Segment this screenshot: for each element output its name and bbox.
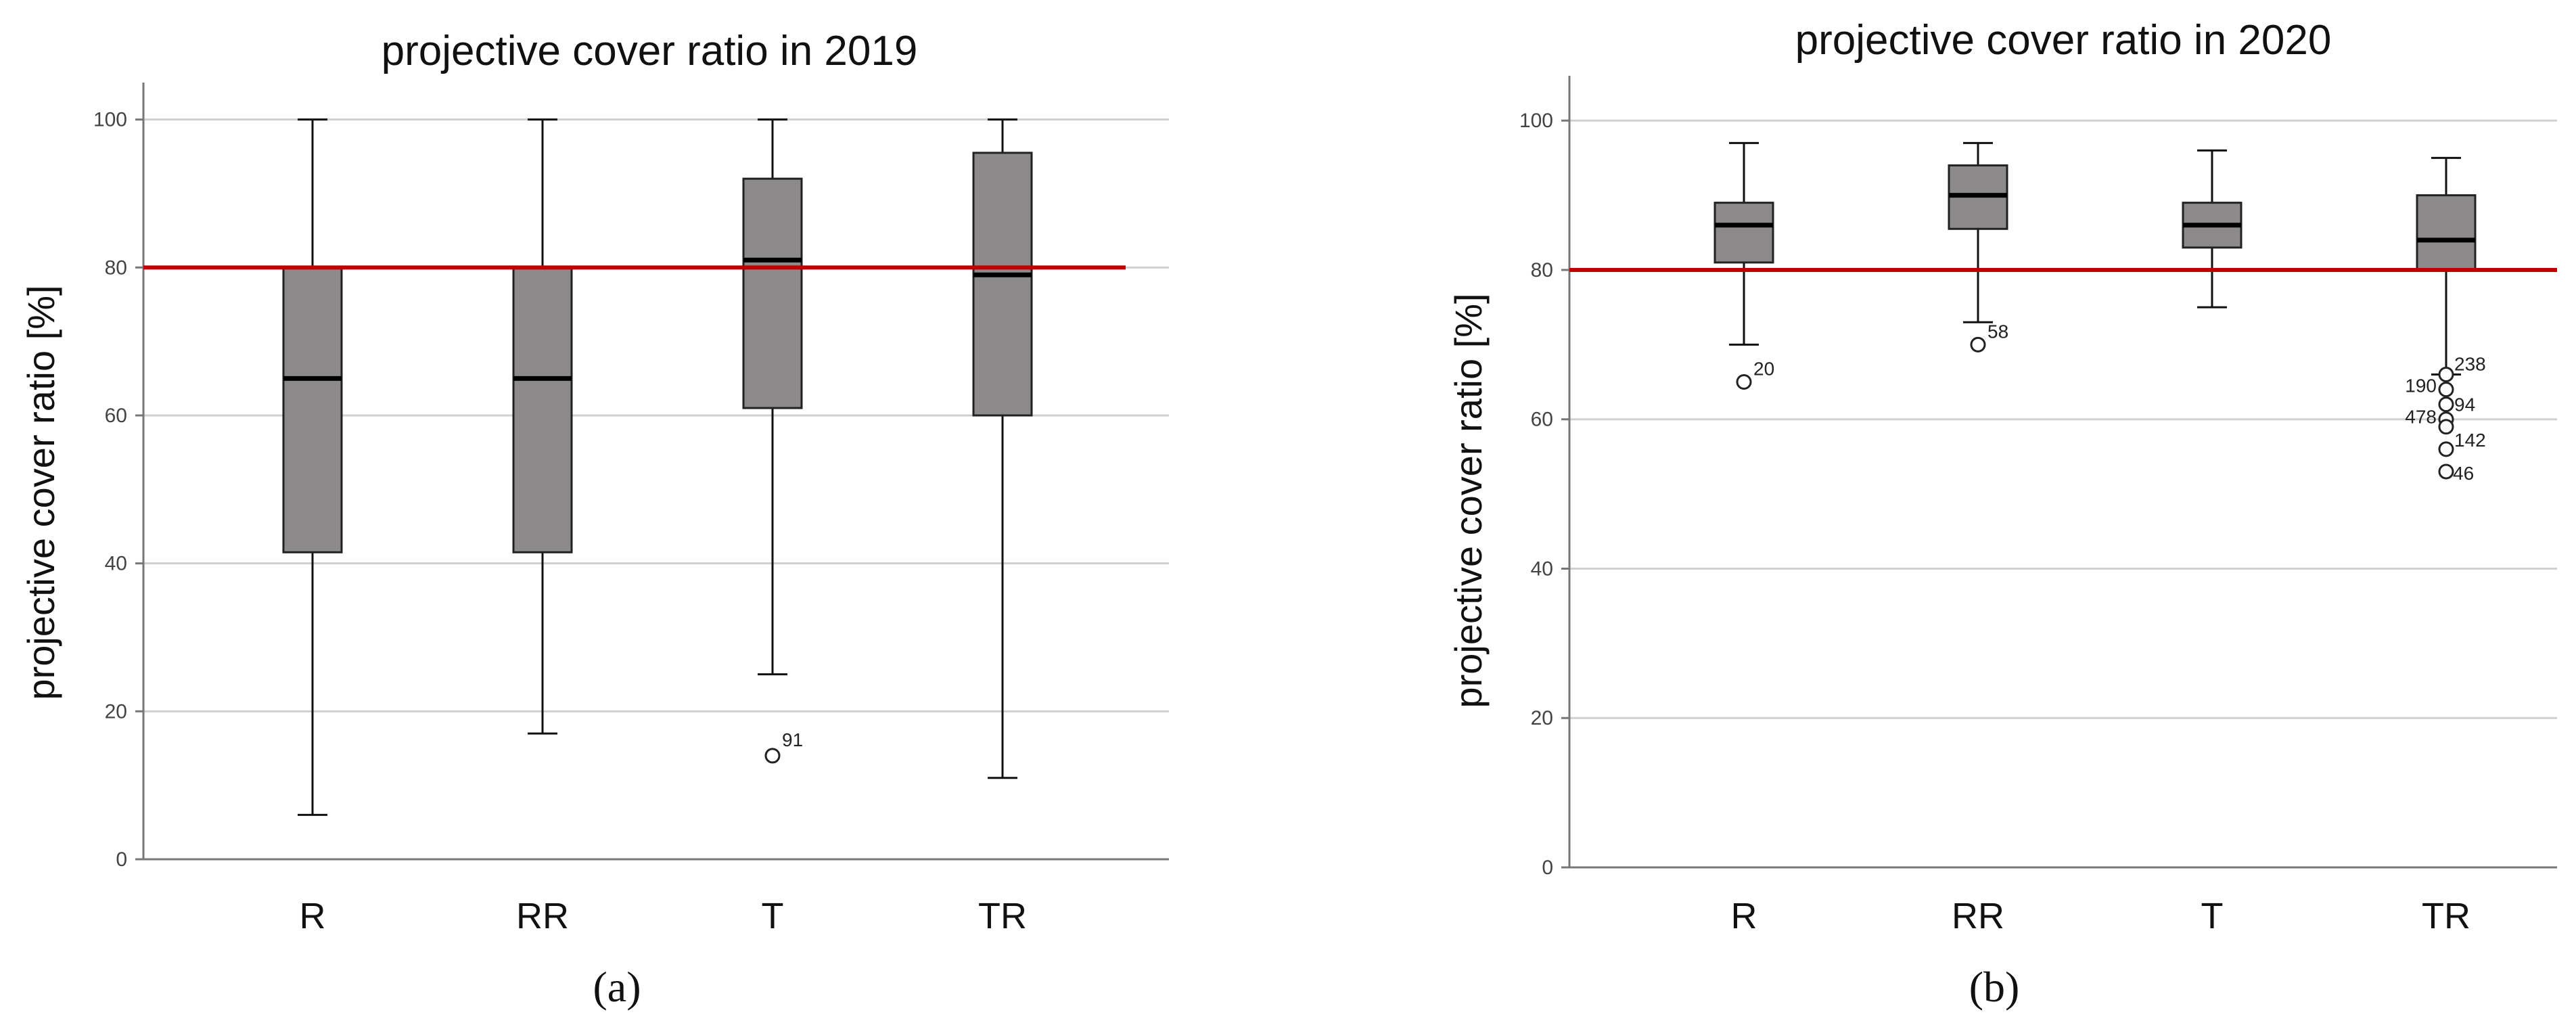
y-tick-label: 0	[1542, 857, 1553, 879]
y-axis-label: projective cover ratio [%]	[20, 285, 62, 700]
outlier-label: 46	[2453, 463, 2474, 484]
outlier-label: 20	[1753, 359, 1774, 380]
box-tr	[2416, 156, 2477, 480]
box-rr	[512, 118, 573, 735]
outlier-label: 142	[2454, 430, 2486, 451]
x-tick-label: T	[2201, 896, 2224, 936]
y-tick-label: 20	[1531, 707, 1553, 729]
y-tick-label: 40	[1531, 558, 1553, 580]
box-r	[282, 118, 343, 816]
iqr-box	[512, 266, 573, 553]
x-tick-label: R	[300, 896, 326, 936]
box-t	[742, 118, 803, 764]
box-tr	[972, 118, 1033, 779]
outlier-label: 478	[2405, 407, 2437, 428]
outlier-point	[2438, 419, 2454, 435]
outlier-point	[1970, 336, 1986, 353]
iqr-box	[282, 266, 343, 553]
x-tick-label: TR	[978, 896, 1027, 936]
box-r	[1714, 141, 1774, 390]
iqr-box	[972, 152, 1033, 417]
box-t	[2182, 149, 2242, 309]
iqr-box	[1714, 202, 1774, 264]
x-tick-label: T	[762, 896, 784, 936]
x-tick-label: RR	[1952, 896, 2004, 936]
panel-caption-b: (b)	[1969, 963, 2020, 1011]
chart-panel-b: 0 20 40 60 80 100 projective cover ratio in 20…	[1447, 17, 2557, 936]
y-tick-label: 0	[116, 848, 127, 871]
outlier-point	[2438, 396, 2454, 413]
outlier-point	[2438, 382, 2454, 398]
iqr-box	[2416, 194, 2477, 271]
y-tick-label: 100	[1519, 110, 1553, 132]
y-tick-label: 80	[1531, 259, 1553, 281]
outlier-point	[2438, 441, 2454, 457]
y-tick-label: 60	[1531, 409, 1553, 431]
x-tick-label: RR	[516, 896, 569, 936]
outlier-label: 238	[2454, 354, 2486, 375]
panel-caption-a: (a)	[593, 963, 641, 1011]
outlier-point	[2438, 463, 2454, 480]
x-tick-label: R	[1731, 896, 1757, 936]
chart-panel-a: 0 20 40 60 80 100 projective cover ratio in 20…	[20, 28, 1169, 936]
x-tick-label: TR	[2422, 896, 2470, 936]
chart-title: projective cover ratio in 2020	[1795, 17, 2332, 64]
y-tick-label: 20	[105, 700, 127, 723]
outlier-point	[764, 748, 781, 764]
iqr-box	[742, 177, 803, 409]
y-tick-label: 80	[105, 256, 127, 279]
outlier-point	[1736, 374, 1752, 390]
y-tick-label: 60	[105, 405, 127, 427]
outlier-label: 58	[1987, 321, 2008, 342]
y-tick-label: 40	[105, 553, 127, 575]
y-tick-label: 100	[93, 109, 127, 131]
outlier-point	[2438, 367, 2454, 383]
y-axis-label: projective cover ratio [%]	[1447, 293, 1490, 708]
chart-title: projective cover ratio in 2019	[382, 28, 918, 74]
outlier-label: 190	[2405, 376, 2437, 396]
box-rr	[1948, 141, 2008, 353]
outlier-label: 91	[782, 729, 803, 750]
outlier-label: 94	[2454, 394, 2475, 415]
